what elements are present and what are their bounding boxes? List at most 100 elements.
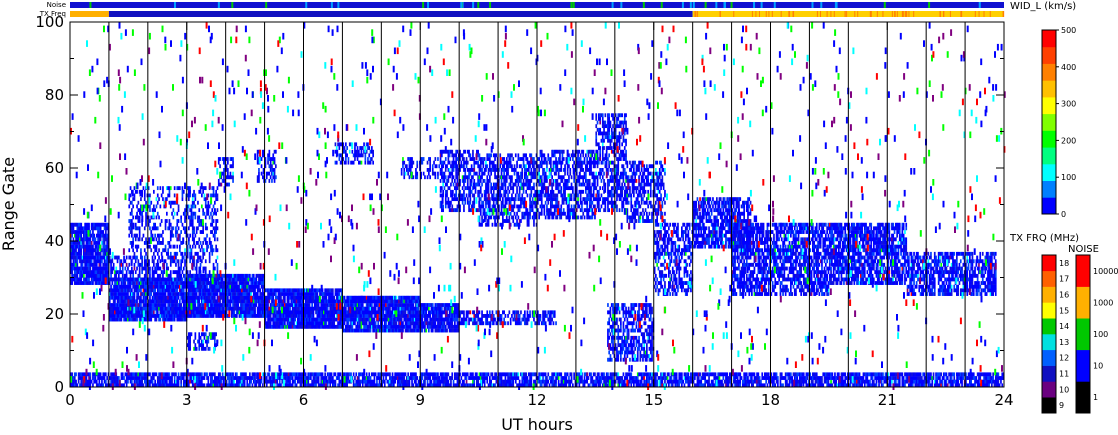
echo-cell	[156, 241, 159, 245]
echo-cell	[121, 266, 124, 271]
echo-cell	[348, 299, 351, 304]
echo-cell	[451, 317, 454, 322]
echo-cell	[465, 314, 468, 318]
echo-cell	[473, 193, 476, 198]
echo-cell	[163, 314, 166, 318]
echo-cell	[223, 299, 225, 304]
echo-cell	[182, 303, 185, 307]
echo-cell	[451, 204, 454, 209]
echo-cell	[469, 157, 472, 161]
echo-cell	[456, 168, 459, 172]
echo-cell	[544, 310, 547, 315]
echo-cell	[239, 314, 242, 318]
echo-cell	[124, 295, 127, 300]
echo-cell	[290, 295, 293, 300]
echo-cell	[245, 277, 247, 282]
echo-cell	[197, 310, 199, 315]
echo-cell	[147, 310, 150, 315]
echo-cell	[329, 288, 332, 293]
echo-cell	[277, 310, 280, 315]
echo-cell	[115, 288, 118, 293]
echo-cell	[398, 295, 400, 300]
echo-cell	[112, 310, 115, 315]
echo-cell	[368, 324, 371, 329]
echo-cell	[80, 266, 83, 271]
echo-cell	[189, 295, 191, 300]
echo-cell	[159, 222, 162, 227]
echo-cell	[550, 321, 552, 326]
echo-cell	[394, 321, 396, 326]
echo-cell	[215, 226, 217, 231]
echo-cell	[172, 270, 175, 275]
echo-cell	[201, 343, 203, 348]
echo-cell	[133, 197, 136, 202]
echo-cell	[77, 230, 80, 234]
echo-cell	[469, 208, 472, 213]
echo-cell	[159, 259, 162, 264]
echo-cell	[125, 306, 128, 311]
echo-cell	[214, 288, 216, 293]
echo-cell	[111, 266, 114, 271]
echo-cell	[186, 186, 189, 191]
echo-cell	[323, 310, 325, 315]
echo-cell	[478, 182, 481, 187]
echo-cell	[145, 281, 147, 285]
echo-cell	[131, 208, 133, 213]
echo-cell	[108, 277, 111, 282]
echo-cell	[326, 292, 329, 296]
echo-cell	[417, 317, 420, 322]
echo-cell	[147, 215, 150, 220]
echo-cell	[287, 288, 290, 293]
echo-cell	[434, 317, 437, 322]
echo-cell	[468, 317, 470, 322]
echo-cell	[271, 324, 273, 329]
echo-cell	[105, 222, 107, 227]
echo-cell	[304, 310, 307, 315]
echo-cell	[168, 244, 171, 249]
echo-cell	[450, 164, 452, 169]
freq-strip-mark	[983, 11, 985, 17]
echo-cell	[470, 182, 473, 187]
echo-cell	[371, 149, 373, 154]
echo-cell	[250, 277, 252, 282]
echo-cell	[150, 215, 153, 220]
echo-cell	[198, 314, 201, 318]
echo-cell	[184, 215, 186, 220]
echo-cell	[282, 324, 285, 329]
echo-cell	[422, 324, 425, 329]
echo-cell	[138, 310, 141, 315]
echo-cell	[424, 175, 426, 180]
echo-cell	[173, 244, 176, 249]
echo-cell	[191, 219, 194, 223]
echo-cell	[207, 306, 210, 311]
echo-cell	[167, 277, 169, 282]
echo-cell	[204, 310, 207, 315]
echo-cell	[413, 321, 416, 326]
echo-cell	[215, 222, 217, 227]
echo-cell	[195, 310, 198, 315]
echo-cell	[121, 270, 124, 275]
echo-cell	[181, 314, 184, 318]
echo-cell	[86, 241, 89, 245]
echo-cell	[132, 273, 134, 278]
echo-cell	[431, 171, 434, 176]
echo-cell	[342, 299, 345, 304]
echo-cell	[364, 157, 367, 161]
echo-cell	[243, 288, 246, 293]
echo-cell	[214, 284, 216, 289]
echo-cell	[282, 314, 285, 318]
echo-cell	[155, 237, 158, 242]
echo-cell	[230, 157, 233, 161]
echo-cell	[398, 299, 400, 304]
echo-cell	[280, 303, 282, 307]
echo-cell	[132, 204, 134, 209]
echo-cell	[276, 303, 278, 307]
echo-cell	[229, 171, 232, 176]
echo-cell	[477, 317, 479, 322]
echo-cell	[162, 237, 164, 242]
echo-cell	[321, 310, 324, 315]
echo-cell	[342, 295, 345, 300]
echo-cell	[298, 299, 300, 304]
echo-cell	[173, 255, 176, 260]
echo-cell	[372, 160, 374, 165]
